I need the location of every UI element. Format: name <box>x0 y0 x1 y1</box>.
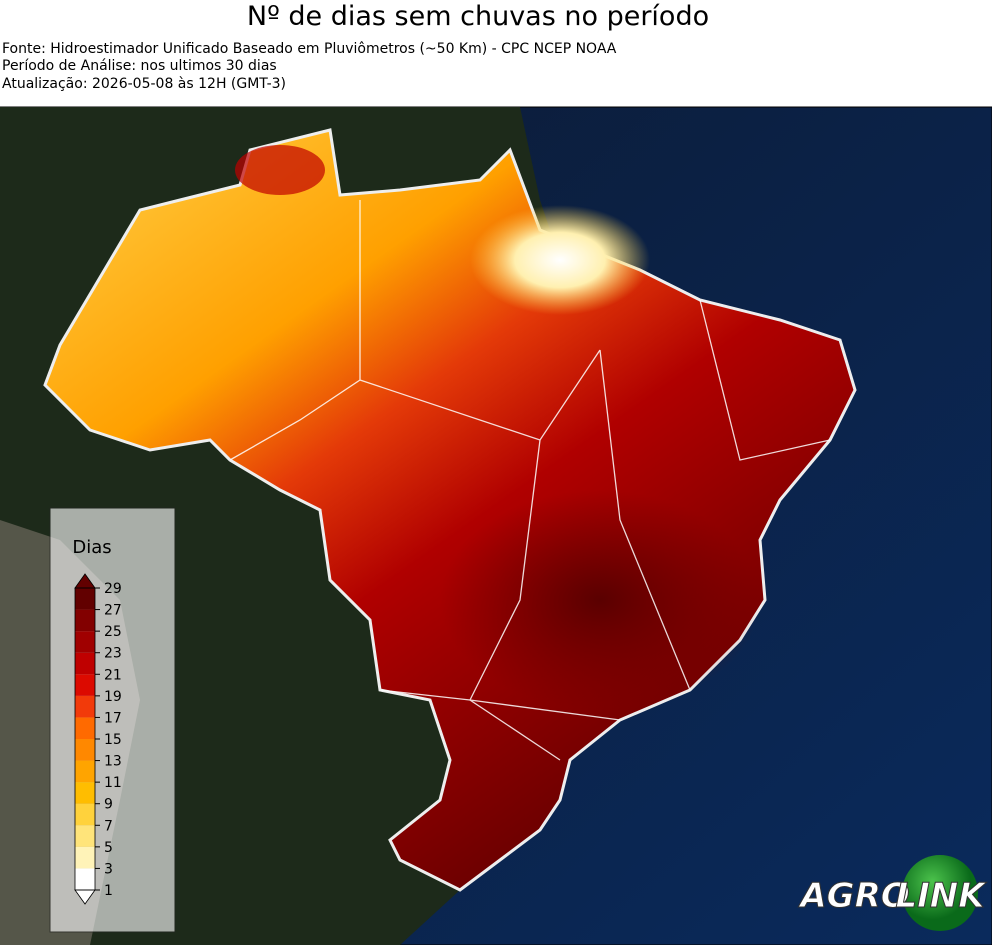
update-line: Atualização: 2026-05-08 às 12H (GMT-3) <box>2 76 286 92</box>
legend-title: Dias <box>72 537 111 558</box>
low-days-area <box>470 205 650 315</box>
high-days-area <box>440 490 760 710</box>
logo-right: LINK <box>895 876 987 916</box>
title: Nº de dias sem chuvas no período <box>247 1 709 32</box>
color-band <box>75 846 95 869</box>
tick-label: 15 <box>104 732 122 748</box>
color-band <box>75 717 95 739</box>
tick-label: 23 <box>104 646 122 662</box>
tick-label: 25 <box>104 624 122 640</box>
period-line: Período de Análise: nos ultimos 30 dias <box>2 58 277 74</box>
tick-label: 17 <box>104 710 122 726</box>
legend: Dias <box>49 507 176 933</box>
tick-label: 27 <box>104 603 122 619</box>
tick-label: 11 <box>104 775 122 791</box>
color-band <box>75 803 95 826</box>
state-borders <box>229 200 831 761</box>
color-band <box>75 868 95 890</box>
logo-left: AGRO <box>797 876 909 916</box>
tick-label: 3 <box>104 861 113 877</box>
tick-label: 5 <box>104 840 113 856</box>
logo-globe <box>902 855 978 931</box>
logo: AGRO LINK <box>797 855 988 931</box>
color-band <box>75 631 95 653</box>
tick-label: 1 <box>104 883 113 899</box>
color-band <box>75 825 95 847</box>
tick-label: 29 <box>104 581 122 597</box>
color-band <box>75 674 95 696</box>
legend-box <box>49 507 176 933</box>
color-band <box>75 609 95 632</box>
color-band <box>75 588 95 610</box>
color-band <box>75 695 95 718</box>
tick-label: 9 <box>104 797 113 813</box>
tick-label: 21 <box>104 667 122 683</box>
color-band <box>75 739 95 761</box>
tick-label: 19 <box>104 689 122 705</box>
color-band <box>75 652 95 675</box>
hot-spot <box>235 145 325 195</box>
tick-label: 7 <box>104 818 113 834</box>
color-band <box>75 782 95 804</box>
source-line: Fonte: Hidroestimador Unificado Baseado … <box>2 41 617 57</box>
color-band <box>75 760 95 783</box>
tick-label: 13 <box>104 754 122 770</box>
